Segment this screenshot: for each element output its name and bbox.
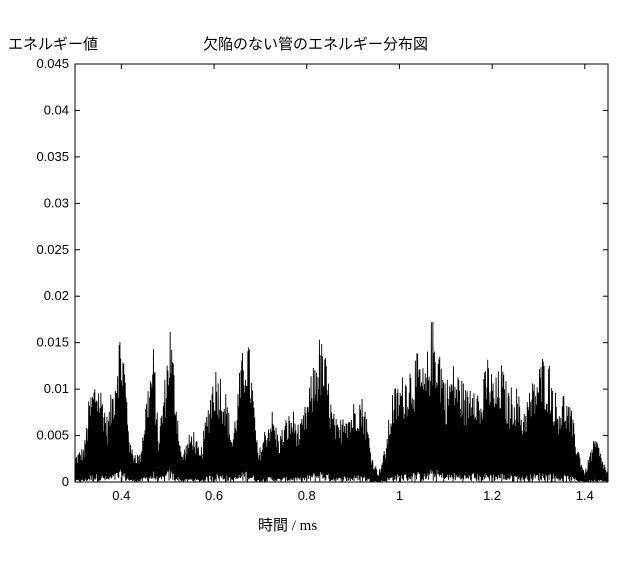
y-tick-label: 0.01 — [44, 381, 69, 396]
x-tick-label: 0.4 — [112, 488, 130, 503]
y-tick-label: 0.025 — [36, 242, 69, 257]
y-tick-label: 0.02 — [44, 288, 69, 303]
y-tick-label: 0.005 — [36, 428, 69, 443]
energy-series-line — [75, 322, 608, 482]
x-tick-label: 0.6 — [205, 488, 223, 503]
y-tick-label: 0.03 — [44, 195, 69, 210]
x-tick-label: 1 — [396, 488, 403, 503]
y-tick-label: 0.045 — [36, 56, 69, 71]
y-tick-label: 0 — [62, 474, 69, 489]
x-tick-label: 0.8 — [298, 488, 316, 503]
y-tick-label: 0.04 — [44, 102, 69, 117]
y-tick-label: 0.015 — [36, 335, 69, 350]
y-tick-label: 0.035 — [36, 149, 69, 164]
series-layer — [75, 322, 608, 482]
x-tick-label: 1.4 — [576, 488, 594, 503]
x-tick-label: 1.2 — [483, 488, 501, 503]
